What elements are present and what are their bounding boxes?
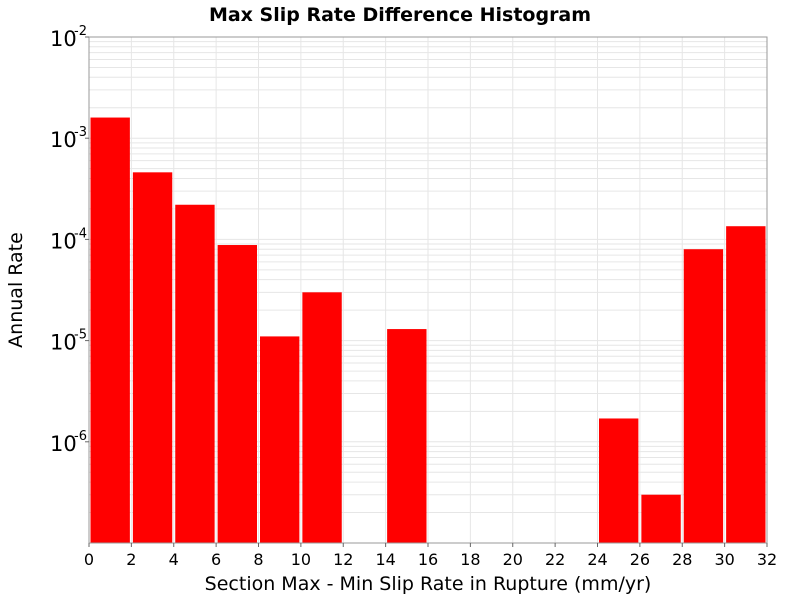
x-tick-label: 26 <box>630 550 650 569</box>
x-tick-label: 16 <box>418 550 438 569</box>
histogram-bar <box>175 204 215 543</box>
x-tick-label: 6 <box>211 550 221 569</box>
y-tick-label: 10 <box>50 331 77 355</box>
x-tick-label: 0 <box>84 550 94 569</box>
y-tick-exponent: -3 <box>74 125 87 140</box>
y-tick-exponent: -5 <box>74 328 87 343</box>
chart-title: Max Slip Rate Difference Histogram <box>209 4 591 26</box>
x-tick-label: 22 <box>545 550 565 569</box>
x-tick-label: 10 <box>291 550 311 569</box>
x-tick-label: 2 <box>126 550 136 569</box>
y-axis-label: Annual Rate <box>5 232 27 348</box>
x-tick-label: 12 <box>333 550 353 569</box>
y-tick-exponent: -4 <box>74 226 87 241</box>
y-tick-label: 10 <box>50 27 77 51</box>
x-tick-label: 30 <box>714 550 734 569</box>
histogram-bar <box>217 245 257 543</box>
histogram-bar <box>726 226 766 544</box>
y-tick-exponent: -2 <box>74 24 87 39</box>
x-tick-label: 32 <box>757 550 777 569</box>
x-tick-label: 4 <box>169 550 179 569</box>
histogram-bar <box>260 336 300 543</box>
histogram-bar <box>641 494 681 543</box>
y-tick-label: 10 <box>50 128 77 152</box>
histogram-bar <box>599 418 639 543</box>
x-tick-label: 28 <box>672 550 692 569</box>
x-tick-label: 24 <box>587 550 607 569</box>
y-axis-ticks: 10-610-510-410-310-210-1 <box>50 24 89 456</box>
histogram-bar <box>683 249 724 544</box>
y-tick-label: 10 <box>50 432 77 456</box>
histogram-bar <box>387 329 427 543</box>
histogram-bar <box>302 292 342 543</box>
bar-layer <box>90 117 766 544</box>
histogram-bar <box>132 172 173 543</box>
x-axis-label: Section Max - Min Slip Rate in Rupture (… <box>205 573 652 595</box>
x-tick-label: 8 <box>253 550 263 569</box>
x-axis-ticks: 0 2 4 6 8 10 12 14 16 18 20 22 24 26 28 30 32 <box>84 543 777 569</box>
x-tick-label: 18 <box>460 550 480 569</box>
y-tick-label: 10 <box>50 229 77 253</box>
x-tick-label: 14 <box>375 550 395 569</box>
y-tick-exponent: -6 <box>74 429 87 444</box>
histogram-bar <box>90 117 130 543</box>
x-tick-label: 20 <box>503 550 523 569</box>
